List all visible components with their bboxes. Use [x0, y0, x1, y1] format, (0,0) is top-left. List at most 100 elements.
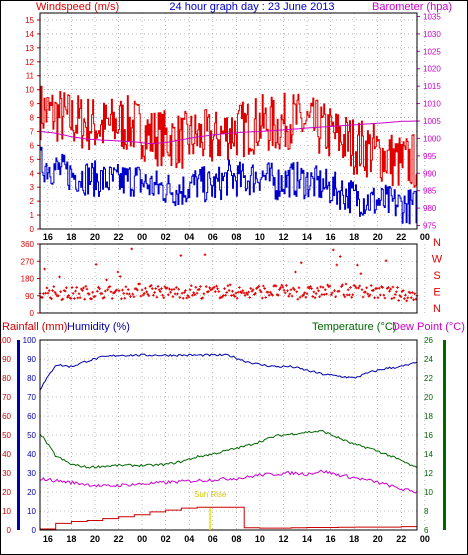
panel1-right-tick-label: 1015 [423, 82, 441, 91]
panel1-x-tick-label: 20 [90, 232, 100, 242]
rainfall-tick-label: 80 [2, 374, 11, 383]
wind-direction-point [305, 292, 309, 295]
wind-direction-point [259, 290, 263, 294]
wind-direction-point [269, 290, 272, 294]
wind-direction-point [83, 297, 86, 301]
wind-direction-point [263, 287, 266, 290]
panel1-x-tick-label: 04 [184, 232, 194, 242]
windspeed-line [40, 85, 418, 188]
wind-direction-point [249, 287, 253, 290]
wind-direction-point [359, 272, 363, 275]
wind-direction-point [132, 295, 136, 298]
wind-direction-point [59, 290, 62, 293]
panel3-left-ticks: 0 0 10 10 20 20 30 30 40 40 50 50 60 60 70 70 80 80 90 90 10… [0, 336, 37, 535]
panel1-x-tick-label: 10 [255, 232, 265, 242]
wind-direction-point [224, 293, 227, 297]
wind-direction-point [230, 294, 233, 297]
wind-direction-point [74, 289, 77, 293]
panel2-left-tick-label: 180 [21, 275, 35, 284]
wind-direction-point [81, 289, 84, 292]
wind-direction-point [392, 296, 396, 300]
panel3-right-ticks: 6 8 10 12 14 16 18 20 22 24 26 [424, 336, 433, 535]
panel1-right-tick-label: 1020 [423, 65, 441, 74]
wind-direction-point [122, 292, 125, 295]
panel1-left-tick-label: 0 [30, 225, 35, 234]
wind-direction-point [52, 285, 56, 288]
panel1-left-tick-label: 6 [30, 141, 35, 150]
wind-direction-point [96, 289, 99, 293]
panel1-left-tick-label: 9 [30, 100, 35, 109]
wind-direction-point [297, 286, 301, 289]
wind-direction-point [303, 291, 306, 295]
panel1-x-tick-label: 16 [43, 232, 53, 242]
panel2-left-tick-label: 0 [30, 309, 35, 318]
wind-direction-point [147, 294, 151, 297]
rainfall-tick-label: 30 [2, 469, 11, 478]
wind-direction-point [186, 294, 190, 297]
wind-direction-point [399, 295, 403, 298]
panel2-left-ticks: 0 90 180 270 360 [21, 240, 40, 318]
wind-direction-point [356, 263, 359, 267]
wind-direction-point [144, 287, 147, 290]
panel1-x-tick-label: 20 [373, 232, 383, 242]
wind-direction-point [184, 289, 187, 292]
wind-direction-point [384, 259, 388, 262]
wind-direction-point [46, 291, 50, 295]
rainfall-line [40, 506, 418, 530]
wind-direction-point [153, 291, 156, 294]
wind-direction-point [163, 285, 167, 288]
wind-direction-point [58, 275, 61, 279]
wind-direction-point [295, 290, 298, 294]
panel3-plot-area [39, 339, 418, 531]
wind-direction-point [88, 292, 91, 296]
panel1-x-tick-label: 08 [231, 232, 241, 242]
wind-direction-point [412, 298, 415, 302]
panel1-right-tick-label: 1005 [423, 117, 441, 126]
panel1-left-tick-label: 12 [25, 58, 34, 67]
wind-direction-point [283, 291, 287, 295]
wind-direction-point [45, 286, 49, 290]
humidity-tick-label: 90 [27, 355, 36, 364]
wind-direction-point [145, 290, 148, 293]
wind-direction-point [149, 284, 153, 287]
wind-direction-point [234, 291, 238, 295]
wind-direction-point [257, 284, 261, 288]
panel1-right-tick-label: 1010 [423, 100, 441, 109]
rainfall-tick-label: 0 [7, 526, 12, 535]
wind-direction-point [159, 290, 162, 293]
wind-direction-point [151, 287, 154, 290]
wind-direction-point [210, 288, 214, 291]
wind-direction-point [375, 287, 379, 290]
wind-direction-point [215, 284, 218, 288]
wind-direction-point [212, 286, 216, 289]
wind-direction-point [226, 284, 230, 287]
wind-direction-points [38, 247, 419, 303]
wind-direction-point [351, 293, 355, 296]
wind-direction-point [251, 288, 255, 292]
panel1-left-tick-label: 10 [25, 86, 34, 95]
panel1-right-tick-label: 985 [423, 187, 437, 196]
wind-direction-point [84, 285, 88, 288]
wind-direction-point [121, 288, 124, 292]
wind-direction-point [271, 293, 274, 297]
wind-direction-point [130, 247, 133, 251]
wind-direction-point [198, 288, 201, 291]
wind-direction-point [281, 285, 285, 289]
wind-direction-point [155, 295, 159, 299]
wind-direction-point [294, 270, 297, 274]
wind-direction-point [355, 286, 358, 290]
wind-direction-point [278, 288, 281, 291]
panel3-x-tick-label: 10 [255, 534, 265, 544]
wind-direction-point [240, 291, 243, 295]
wind-direction-point [227, 289, 231, 292]
compass-label: N [433, 303, 441, 315]
wind-direction-point [266, 290, 270, 294]
wind-direction-point [98, 287, 101, 290]
panel1-right-tick-label: 980 [423, 204, 437, 213]
temperature-tick-label: 18 [424, 412, 433, 421]
rainfall-tick-label: 40 [2, 450, 11, 459]
compass-label: W [432, 254, 443, 266]
panel1-left-tick-label: 5 [30, 155, 35, 164]
panel3-x-tick-label: 22 [114, 534, 124, 544]
